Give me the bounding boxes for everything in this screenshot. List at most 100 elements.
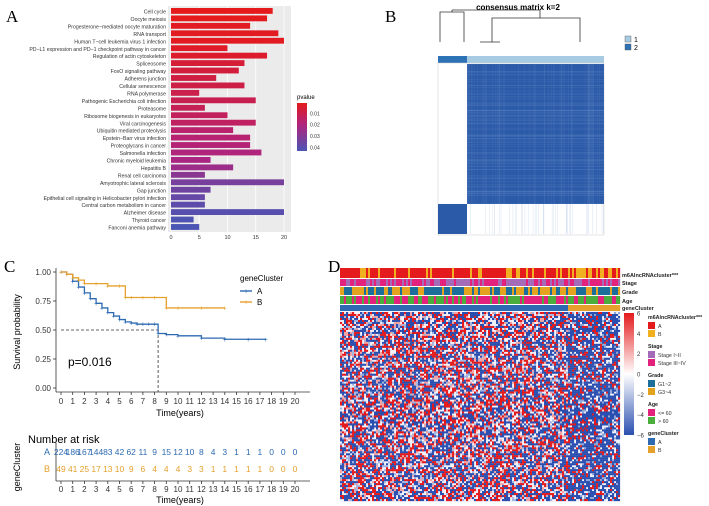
panel-d-heat-cell	[522, 369, 525, 372]
panel-d-heat-cell	[542, 353, 545, 356]
panel-d-heat-cell	[528, 377, 531, 380]
panel-d-heat-cell	[390, 345, 393, 348]
panel-d-track-cell	[396, 305, 399, 311]
panel-d-heat-cell	[566, 312, 569, 315]
panel-d-heat-cell	[386, 327, 389, 331]
panel-d-heat-cell	[576, 312, 579, 315]
panel-d-heat-cell	[508, 341, 511, 344]
panel-a-x-tick: 0	[169, 235, 172, 241]
panel-d-heat-cell	[376, 363, 379, 366]
panel-d-heat-cell	[534, 343, 537, 346]
panel-d-heat-cell	[468, 341, 471, 344]
panel-d-heat-cell	[542, 331, 545, 334]
panel-d-heat-cell	[464, 369, 467, 372]
panel-d-heat-cell	[440, 333, 443, 336]
panel-d-heat-cell	[476, 319, 479, 323]
panel-d-heat-cell	[368, 363, 371, 366]
panel-d-heat-cell	[598, 367, 601, 370]
panel-d-heat-cell	[566, 321, 569, 325]
panel-d-heat-cell	[468, 321, 471, 325]
panel-d-track-cell	[364, 287, 367, 295]
panel-d-heat-cell	[406, 321, 409, 325]
panel-c-risk-value: 25	[80, 464, 90, 474]
panel-d-heat-cell	[422, 321, 425, 325]
panel-d-heat-cell	[522, 363, 525, 366]
panel-d-heat-cell	[446, 359, 449, 362]
panel-d-heat-cell	[500, 357, 503, 360]
panel-d-heat-cell	[476, 333, 479, 336]
panel-d-heat-cell	[582, 347, 585, 350]
panel-d-heat-cell	[444, 343, 447, 346]
panel-d-track-cell	[450, 268, 453, 278]
panel-d-heat-cell	[480, 343, 483, 346]
panel-d-heat-cell	[558, 373, 561, 376]
panel-d-heat-cell	[566, 361, 569, 364]
panel-d-heat-cell	[402, 377, 405, 380]
panel-d-track-cell	[510, 287, 513, 295]
panel-d-track-cell	[538, 296, 541, 304]
panel-d-track-cell	[456, 268, 459, 278]
panel-d-track-cell	[542, 296, 545, 304]
panel-d-heat-cell	[496, 329, 499, 332]
panel-d-heat-cell	[458, 315, 461, 319]
panel-d-heat-cell	[368, 361, 371, 364]
panel-d-heat-cell	[496, 327, 499, 331]
panel-d-heat-cell	[390, 373, 393, 376]
panel-d-heat-cell	[474, 339, 477, 342]
panel-d-heat-cell	[360, 367, 363, 370]
panel-d-heat-cell	[368, 357, 371, 360]
panel-d-heat-cell	[598, 319, 601, 323]
panel-c-x-ticks: 0 1 2 3 4 5 6 7 8 9 10 11 12 13 14 15 16 17 18 19 20	[59, 392, 300, 406]
panel-d-heat-cell	[514, 323, 517, 327]
panel-d-track-cell	[532, 268, 535, 278]
panel-d-heat-cell	[584, 349, 587, 352]
panel-d-track-cell	[552, 279, 555, 286]
panel-d-heat-cell	[408, 345, 411, 348]
panel-d-heat-cell	[352, 321, 355, 325]
panel-d-heat-cell	[372, 361, 375, 364]
panel-d-heat-cell	[578, 339, 581, 342]
panel-d-track-cell	[508, 305, 511, 311]
panel-d-heat-cell	[356, 333, 359, 336]
panel-d-heat-cell	[564, 312, 567, 315]
panel-d-heat-cell	[446, 365, 449, 368]
panel-d-heat-cell	[458, 363, 461, 366]
panel-d-heat-cell	[520, 351, 523, 354]
panel-d-heat-cell	[602, 375, 605, 378]
panel-d-heat-cell	[584, 369, 587, 372]
panel-d-heat-cell	[568, 327, 571, 331]
panel-d-heat-cell	[570, 375, 573, 378]
panel-d-heat-cell	[344, 351, 347, 354]
panel-d-heat-cell	[592, 351, 595, 354]
panel-d-heat-cell	[610, 363, 613, 366]
panel-d-heat-cell	[528, 325, 531, 329]
panel-d-heat-cell	[406, 353, 409, 356]
panel-d-track-cell	[440, 305, 443, 311]
panel-d-heat-cell	[452, 373, 455, 376]
panel-d-heat-cell	[544, 325, 547, 329]
panel-d-track-cell	[362, 268, 365, 278]
panel-d-heat-cell	[558, 312, 561, 315]
panel-d-heat-cell	[432, 337, 435, 340]
panel-d-heat-cell	[572, 321, 575, 325]
panel-d-heat-cell	[376, 353, 379, 356]
panel-d-heat-cell	[386, 343, 389, 346]
panel-d-heat-cell	[416, 325, 419, 329]
panel-d-heat-cell	[578, 363, 581, 366]
panel-d-track-cell	[492, 296, 495, 304]
panel-d-heat-cell	[452, 365, 455, 368]
panel-d-heat-cell	[582, 365, 585, 368]
panel-d-heat-cell	[384, 329, 387, 332]
panel-d-heat-cell	[370, 365, 373, 368]
panel-d-heat-cell	[356, 315, 359, 319]
panel-d-heat-cell	[350, 351, 353, 354]
panel-d-track-cell	[458, 279, 461, 286]
panel-d-heat-cell	[524, 371, 527, 374]
panel-d-heat-cell	[354, 327, 357, 331]
panel-d-heat-cell	[542, 347, 545, 350]
panel-d-heat-cell	[526, 341, 529, 344]
panel-d-heat-cell	[408, 365, 411, 368]
panel-d-heat-cell	[430, 343, 433, 346]
panel-d-heat-cell	[432, 327, 435, 331]
panel-d-heat-cell	[574, 359, 577, 362]
